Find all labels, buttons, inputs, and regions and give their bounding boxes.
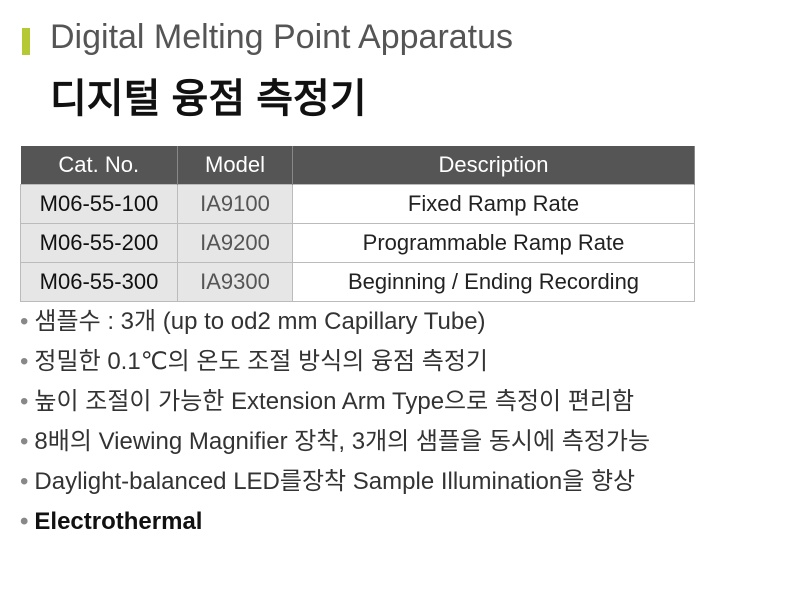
- column-header: Description: [292, 146, 695, 185]
- feature-item: 높이 조절이 가능한 Extension Arm Type으로 측정이 편리함: [20, 384, 650, 424]
- feature-item: 정밀한 0.1℃의 온도 조절 방식의 융점 측정기: [20, 344, 650, 384]
- table-row: M06-55-300 IA9300 Beginning / Ending Recor…: [20, 262, 695, 302]
- table-cell: IA9200: [177, 223, 293, 263]
- column-header: Cat. No.: [20, 146, 178, 185]
- feature-list: 샘플수 : 3개 (up to od2 mm Capillary Tube)정밀…: [20, 304, 650, 544]
- table-cell: M06-55-300: [20, 262, 178, 302]
- spec-table: Cat. No. Model Description M06-55-100 IA910…: [20, 146, 695, 302]
- feature-item: Electrothermal: [20, 504, 650, 544]
- table-body: M06-55-100 IA9100 Fixed Ramp Rate M06-55-20…: [20, 184, 695, 302]
- table-row: M06-55-100 IA9100 Fixed Ramp Rate: [20, 184, 695, 224]
- table-cell: IA9300: [177, 262, 293, 302]
- column-header: Model: [177, 146, 293, 185]
- table-cell: M06-55-100: [20, 184, 178, 224]
- feature-item: 샘플수 : 3개 (up to od2 mm Capillary Tube): [20, 304, 650, 344]
- table-cell: Beginning / Ending Recording: [292, 262, 695, 302]
- feature-item: Daylight-balanced LED를장착 Sample Illumina…: [20, 464, 650, 504]
- title: Digital Melting Point Apparatus: [50, 18, 514, 56]
- accent-bar: [22, 28, 30, 55]
- header-row: Cat. No. Model Description: [20, 146, 695, 185]
- table-cell: Programmable Ramp Rate: [292, 223, 695, 263]
- table-row: M06-55-200 IA9200 Programmable Ramp Rate: [20, 223, 695, 263]
- table-cell: Fixed Ramp Rate: [292, 184, 695, 224]
- table-cell: M06-55-200: [20, 223, 178, 263]
- feature-item: 8배의 Viewing Magnifier 장착, 3개의 샘플을 동시에 측정…: [20, 424, 650, 464]
- subtitle: 디지털 융점 측정기: [50, 77, 367, 121]
- table-cell: IA9100: [177, 184, 293, 224]
